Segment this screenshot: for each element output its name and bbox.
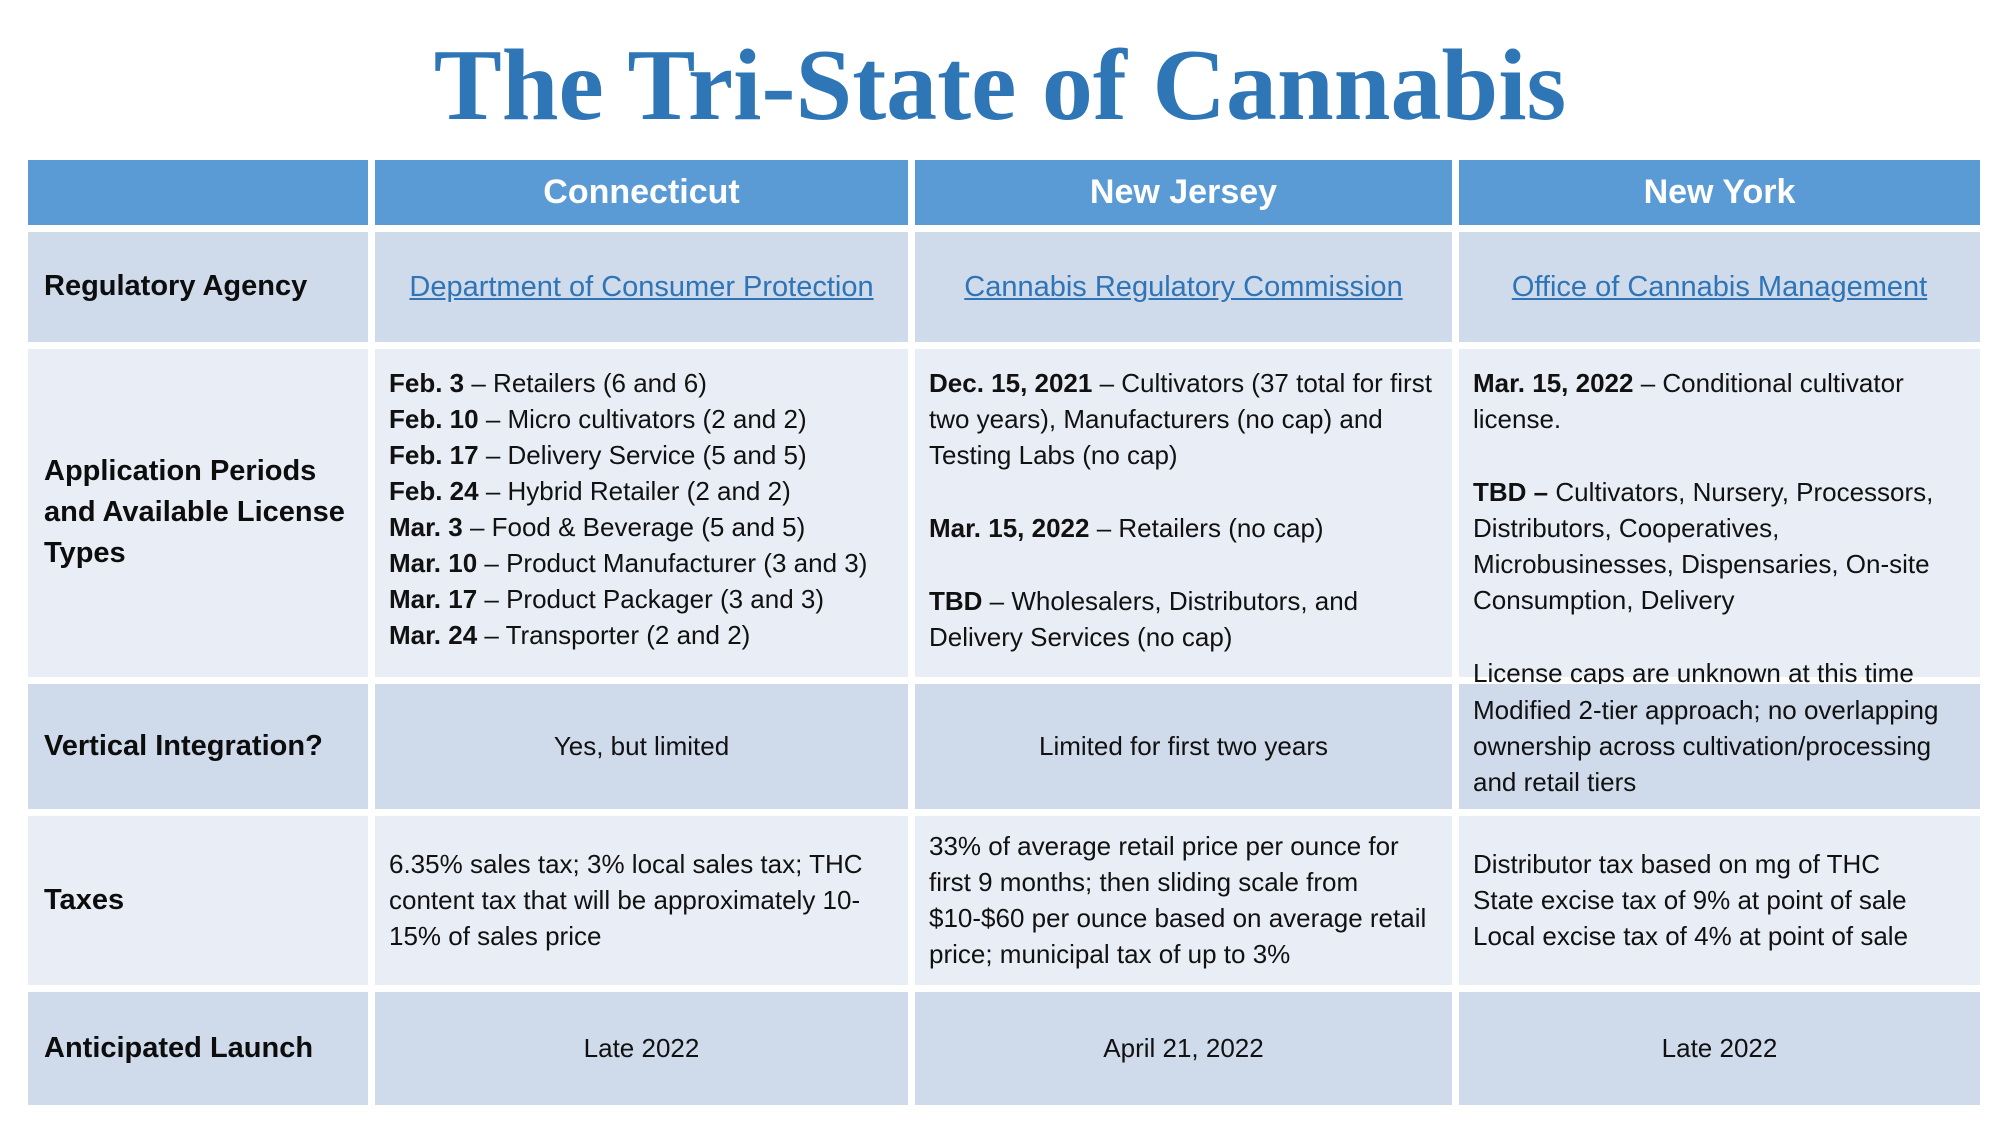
license-paragraph: Dec. 15, 2021 – Cultivators (37 total fo… — [929, 367, 1432, 470]
license-line: Mar. 17 – Product Packager (3 and 3) — [389, 583, 825, 614]
license-line: Mar. 3 – Food & Beverage (5 and 5) — [389, 511, 806, 542]
license-line: Feb. 3 – Retailers (6 and 6) — [389, 367, 707, 398]
regulatory-link-ct[interactable]: Department of Consumer Protection — [409, 270, 874, 303]
cell-application-nj: Dec. 15, 2021 – Cultivators (37 total fo… — [915, 348, 1452, 677]
cell-launch-ct: Late 2022 — [375, 991, 908, 1105]
column-header-new-jersey: New Jersey — [915, 159, 1452, 225]
column-header-blank — [28, 159, 368, 225]
cell-launch-nj: April 21, 2022 — [915, 991, 1452, 1105]
column-header-new-york: New York — [1459, 159, 1980, 225]
comparison-table: Connecticut New Jersey New York Regulato… — [28, 159, 1980, 1105]
cell-launch-ny: Late 2022 — [1459, 991, 1980, 1105]
row-label-anticipated-launch: Anticipated Launch — [28, 991, 368, 1105]
cell-regulatory-ct: Department of Consumer Protection — [375, 231, 908, 342]
cell-vertical-nj: Limited for first two years — [915, 683, 1452, 809]
license-paragraph: License caps are unknown at this time — [1473, 657, 1914, 688]
license-line: Mar. 24 – Transporter (2 and 2) — [389, 619, 751, 650]
row-label-vertical-integration: Vertical Integration? — [28, 683, 368, 809]
license-paragraph: TBD – Cultivators, Nursery, Processors, … — [1473, 476, 1934, 615]
regulatory-link-ny[interactable]: Office of Cannabis Management — [1511, 270, 1928, 303]
tax-line: Distributor tax based on mg of THC — [1473, 849, 1881, 880]
column-header-connecticut: Connecticut — [375, 159, 908, 225]
license-line: Feb. 24 – Hybrid Retailer (2 and 2) — [389, 475, 791, 506]
row-label-regulatory-agency: Regulatory Agency — [28, 231, 368, 342]
tax-line: State excise tax of 9% at point of sale — [1473, 885, 1907, 916]
license-line: Feb. 17 – Delivery Service (5 and 5) — [389, 439, 807, 470]
row-label-taxes: Taxes — [28, 815, 368, 985]
cell-application-ny: Mar. 15, 2022 – Conditional cultivator l… — [1459, 348, 1980, 688]
regulatory-link-nj[interactable]: Cannabis Regulatory Commission — [964, 270, 1403, 303]
license-line: Mar. 10 – Product Manufacturer (3 and 3) — [389, 547, 868, 578]
tax-line: Local excise tax of 4% at point of sale — [1473, 921, 1909, 952]
cell-regulatory-nj: Cannabis Regulatory Commission — [915, 231, 1452, 342]
license-paragraph: Mar. 15, 2022 – Retailers (no cap) — [929, 512, 1324, 543]
cell-vertical-ny: Modified 2-tier approach; no overlapping… — [1459, 683, 1980, 809]
cell-application-ct: Feb. 3 – Retailers (6 and 6) Feb. 10 – M… — [375, 348, 908, 677]
cell-regulatory-ny: Office of Cannabis Management — [1459, 231, 1980, 342]
page-title: The Tri-State of Cannabis — [433, 29, 1567, 142]
cell-vertical-ct: Yes, but limited — [375, 683, 908, 809]
cell-taxes-nj: 33% of average retail price per ounce fo… — [915, 815, 1452, 985]
license-line: Feb. 10 – Micro cultivators (2 and 2) — [389, 403, 807, 434]
license-paragraph: Mar. 15, 2022 – Conditional cultivator l… — [1473, 367, 1904, 434]
license-paragraph: TBD – Wholesalers, Distributors, and Del… — [929, 585, 1359, 652]
cell-taxes-ny: Distributor tax based on mg of THC State… — [1459, 815, 1980, 985]
cell-taxes-ct: 6.35% sales tax; 3% local sales tax; THC… — [375, 815, 908, 985]
row-label-application-periods: Application Periods and Available Licens… — [28, 348, 368, 677]
